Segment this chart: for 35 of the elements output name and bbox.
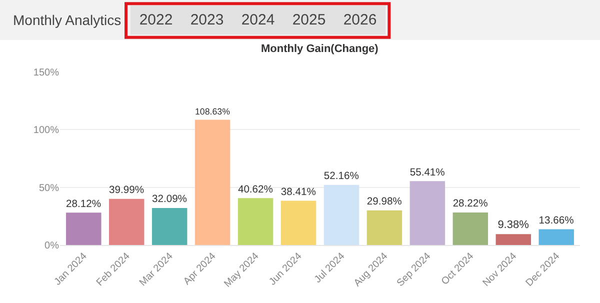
- bar: [452, 212, 488, 245]
- bar: [496, 234, 532, 245]
- data-label: 55.41%: [410, 167, 445, 178]
- chart-subtitle: Monthly Gain(Change): [261, 43, 379, 55]
- y-tick-label: 100%: [33, 125, 60, 136]
- bar: [238, 198, 274, 245]
- bar: [194, 120, 230, 245]
- data-label: 28.22%: [452, 198, 488, 210]
- text: 2025: [292, 12, 326, 28]
- text: 2023: [190, 12, 224, 28]
- data-label: 38.41%: [280, 186, 316, 198]
- y-tick-label: 150%: [33, 68, 60, 78]
- data-label: 28.12%: [66, 198, 102, 210]
- text: 2026: [343, 12, 377, 28]
- data-label: 9.38%: [498, 219, 530, 232]
- data-label: 40.62%: [238, 184, 273, 196]
- data-label: 39.99%: [109, 185, 144, 196]
- data-label: 13.66%: [538, 215, 574, 226]
- bar: [366, 210, 402, 245]
- chart-title: Monthly Analytics: [13, 12, 122, 28]
- data-label: 32.09%: [152, 194, 187, 206]
- y-tick-label: 0%: [44, 240, 60, 252]
- bar: [66, 212, 102, 245]
- data-label: 29.98%: [366, 196, 402, 208]
- bar: [152, 208, 188, 245]
- bar: [280, 200, 316, 245]
- data-label: 52.16%: [324, 171, 359, 182]
- bar: [324, 184, 360, 245]
- text: 2024: [241, 12, 275, 28]
- bar: [108, 198, 144, 245]
- data-label: 108.63%: [194, 106, 230, 116]
- bar: [538, 229, 574, 245]
- y-tick-label: 50%: [38, 182, 60, 194]
- bar: [410, 181, 446, 245]
- text: 2022: [139, 12, 173, 28]
